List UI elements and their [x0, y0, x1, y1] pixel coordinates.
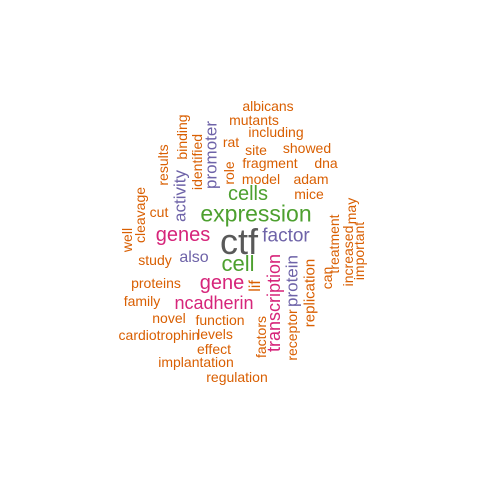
word-including: including [248, 124, 304, 140]
word-family: family [123, 293, 161, 309]
word-rat: rat [222, 134, 240, 150]
word-fragment: fragment [242, 155, 298, 171]
word-albicans: albicans [242, 98, 294, 114]
word-proteins: proteins [131, 275, 181, 291]
word-expression: expression [200, 200, 312, 227]
word-binding: binding [174, 114, 190, 160]
word-identified: identified [189, 133, 205, 191]
word-results: results [155, 144, 171, 186]
word-function: function [195, 312, 245, 328]
word-factors: factors [253, 315, 269, 359]
word-mutants: mutants [229, 112, 279, 128]
word-genes: genes [155, 224, 211, 246]
word-novel: novel [152, 310, 186, 326]
word-showed: showed [282, 140, 332, 156]
word-levels: levels [197, 326, 233, 342]
word-replication: replication [301, 258, 319, 328]
word-activity: activity [170, 170, 190, 222]
word-ctf: ctf [219, 221, 259, 262]
word-ncadherin: ncadherin [174, 293, 254, 313]
word-cut: cut [149, 204, 169, 220]
word-implantation: implantation [158, 354, 234, 370]
word-cells: cells [227, 183, 269, 205]
word-study: study [138, 252, 172, 268]
word-cardiotrophin: cardiotrophin [118, 327, 200, 343]
word-lif: lif [247, 280, 264, 292]
word-receptor: receptor [284, 309, 300, 361]
word-promoter: promoter [201, 120, 221, 190]
word-can: can [319, 266, 335, 290]
word-site: site [245, 142, 267, 158]
word-cleavage: cleavage [132, 186, 148, 244]
word-protein: protein [282, 255, 302, 307]
word-factor: factor [262, 225, 310, 247]
word-treatment: treatment [326, 214, 342, 274]
word-may: may [343, 197, 359, 225]
word-cell: cell [221, 251, 255, 276]
word-important: important [351, 221, 367, 281]
word-model: model [241, 171, 281, 187]
word-gene: gene [199, 272, 245, 294]
word-also: also [179, 249, 209, 266]
word-well: well [119, 227, 135, 253]
word-regulation: regulation [206, 369, 268, 385]
word-effect: effect [197, 341, 231, 357]
word-adam: adam [293, 171, 329, 187]
word-role: role [221, 161, 237, 185]
word-mice: mice [294, 186, 324, 202]
word-dna: dna [314, 155, 338, 171]
